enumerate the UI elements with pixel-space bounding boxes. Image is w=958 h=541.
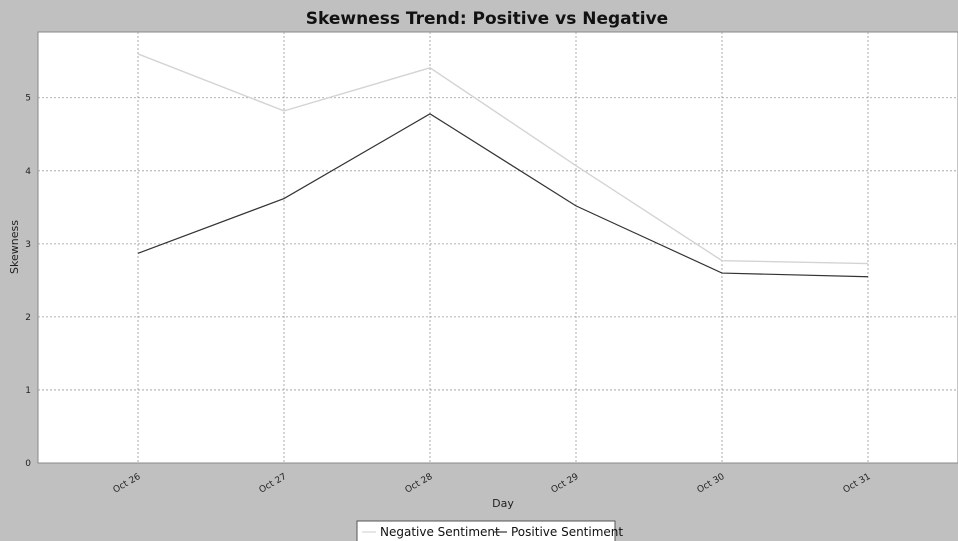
y-tick-label: 5 xyxy=(25,94,31,104)
series-line-positive xyxy=(137,113,869,278)
x-tick-label: Oct 26 xyxy=(112,472,143,496)
y-tick-label: 2 xyxy=(25,313,31,323)
x-tick-label: Oct 27 xyxy=(258,472,289,496)
legend: Negative Sentiment Positive Sentiment xyxy=(356,520,623,541)
grid-lines xyxy=(38,32,958,463)
x-tick-label: Oct 31 xyxy=(842,472,873,496)
x-tick-label: Oct 29 xyxy=(550,472,581,496)
x-tick-labels: Oct 26 Oct 27 Oct 28 Oct 29 Oct 30 Oct 31 xyxy=(112,472,873,496)
legend-label-positive: Positive Sentiment xyxy=(511,525,623,539)
legend-label-negative: Negative Sentiment xyxy=(380,525,500,539)
y-tick-label: 1 xyxy=(25,386,31,396)
series-lines xyxy=(137,53,869,278)
series-line-negative xyxy=(137,53,869,265)
y-axis-label: Skewness xyxy=(8,220,21,274)
chart-title: Skewness Trend: Positive vs Negative xyxy=(306,9,668,29)
x-axis-label: Day xyxy=(492,497,514,510)
y-tick-label: 3 xyxy=(25,240,31,250)
y-tick-label: 0 xyxy=(25,459,31,469)
plot-area xyxy=(37,31,958,464)
y-tick-label: 4 xyxy=(25,167,31,177)
x-tick-label: Oct 28 xyxy=(404,472,435,496)
legend-box xyxy=(356,520,616,541)
y-tick-labels: 0 1 2 3 4 5 xyxy=(25,94,31,469)
x-tick-label: Oct 30 xyxy=(696,472,727,496)
